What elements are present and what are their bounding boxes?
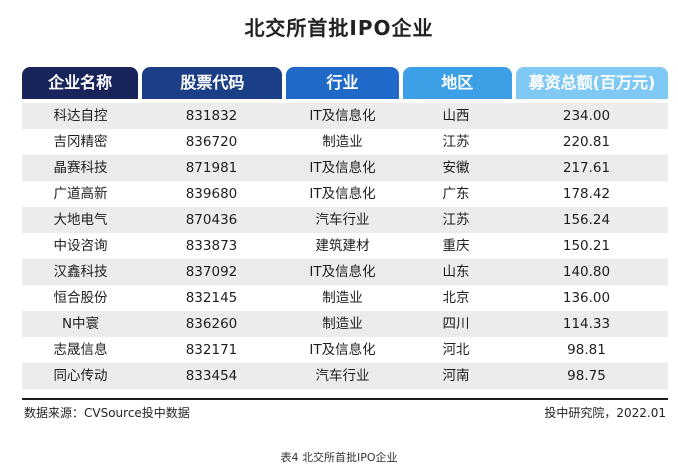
industry-cell: IT及信息化 [309,342,376,358]
stock-code-cell: 831832 [185,108,238,124]
region-cell: 四川 [442,316,470,332]
table-title: 北交所首批IPO企业 [244,16,434,40]
header-region: 地区 [402,67,512,99]
header-stock-code: 股票代码 [142,67,283,99]
stock-code-cell: 832171 [185,342,238,358]
industry-cell: IT及信息化 [309,160,376,176]
region-cell: 广东 [442,186,470,202]
fundraising-cell: 234.00 [562,108,611,124]
region-cell: 安徽 [442,160,470,176]
company-name-cell: 汉鑫科技 [53,264,108,280]
region-cell: 河北 [442,342,470,358]
ipo-table: 企业名称 股票代码 行业 地区 募资总额(百万元) 科达自控 831832 IT及信… [22,67,668,389]
company-name-cell: N中寰 [61,316,100,332]
region-cell: 江苏 [442,212,470,228]
region-cell: 北京 [442,290,470,306]
stock-code-cell: 833873 [185,238,238,254]
table-row: 广道高新 839680 IT及信息化 广东 178.42 [22,181,668,207]
fundraising-cell: 136.00 [562,290,611,306]
table-row: 科达自控 831832 IT及信息化 山西 234.00 [22,103,668,129]
company-name-cell: 晶赛科技 [53,160,108,176]
credit-line: 投中研究院，2022.01 [544,406,666,420]
company-name-cell: 恒合股份 [53,290,108,306]
region-cell: 河南 [442,368,470,384]
table-row: 中设咨询 833873 建筑建材 重庆 150.21 [22,233,668,259]
region-cell: 山东 [442,264,470,280]
table-row: N中寰 836260 制造业 四川 114.33 [22,311,668,337]
industry-cell: 制造业 [322,316,363,332]
table-row: 汉鑫科技 837092 IT及信息化 山东 140.80 [22,259,668,285]
fundraising-cell: 98.75 [567,368,606,384]
table-row: 大地电气 870436 汽车行业 江苏 156.24 [22,207,668,233]
stock-code-cell: 832145 [185,290,238,306]
industry-cell: IT及信息化 [309,264,376,280]
region-cell: 重庆 [442,238,470,254]
industry-cell: IT及信息化 [309,186,376,202]
stock-code-cell: 833454 [185,368,238,384]
stock-code-cell: 837092 [185,264,238,280]
company-name-cell: 广道高新 [53,186,108,202]
stock-code-cell: 870436 [185,212,238,228]
fundraising-cell: 178.42 [562,186,611,202]
company-name-cell: 吉冈精密 [53,134,108,150]
company-name-cell: 志晟信息 [53,342,108,358]
table-row: 同心传动 833454 汽车行业 河南 98.75 [22,363,668,389]
table-row: 晶赛科技 871981 IT及信息化 安徽 217.61 [22,155,668,181]
company-name-cell: 大地电气 [53,212,108,228]
table-row: 恒合股份 832145 制造业 北京 136.00 [22,285,668,311]
stock-code-cell: 836260 [185,316,238,332]
table-row: 吉冈精密 836720 制造业 江苏 220.81 [22,129,668,155]
industry-cell: 制造业 [322,134,363,150]
figure-caption: 表4 北交所首批IPO企业 [280,451,398,464]
table-row: 志晟信息 832171 IT及信息化 河北 98.81 [22,337,668,363]
company-name-cell: 同心传动 [53,368,108,384]
region-cell: 山西 [442,108,470,124]
header-fundraising-total: 募资总额(百万元) [515,67,668,99]
company-name-cell: 中设咨询 [53,238,108,254]
stock-code-cell: 871981 [185,160,238,176]
fundraising-cell: 217.61 [562,160,611,176]
header-industry: 行业 [286,67,399,99]
fundraising-cell: 150.21 [562,238,611,254]
region-cell: 江苏 [442,134,470,150]
footer-divider [22,398,668,400]
industry-cell: IT及信息化 [309,108,376,124]
fundraising-cell: 156.24 [562,212,611,228]
stock-code-cell: 836720 [185,134,238,150]
industry-cell: 制造业 [322,290,363,306]
company-name-cell: 科达自控 [53,108,108,124]
fundraising-cell: 220.81 [562,134,611,150]
industry-cell: 汽车行业 [315,212,370,228]
table-header: 企业名称 股票代码 行业 地区 募资总额(百万元) [22,67,668,99]
industry-cell: 建筑建材 [315,238,370,254]
fundraising-cell: 114.33 [562,316,611,332]
industry-cell: 汽车行业 [315,368,370,384]
fundraising-cell: 98.81 [567,342,606,358]
header-company-name: 企业名称 [22,67,139,99]
fundraising-cell: 140.80 [562,264,611,280]
data-source: 数据来源：CVSource投中数据 [24,406,190,420]
table-body: 科达自控 831832 IT及信息化 山西 234.00 吉冈精密 836720 制造业 江苏 2… [22,103,668,389]
stock-code-cell: 839680 [185,186,238,202]
